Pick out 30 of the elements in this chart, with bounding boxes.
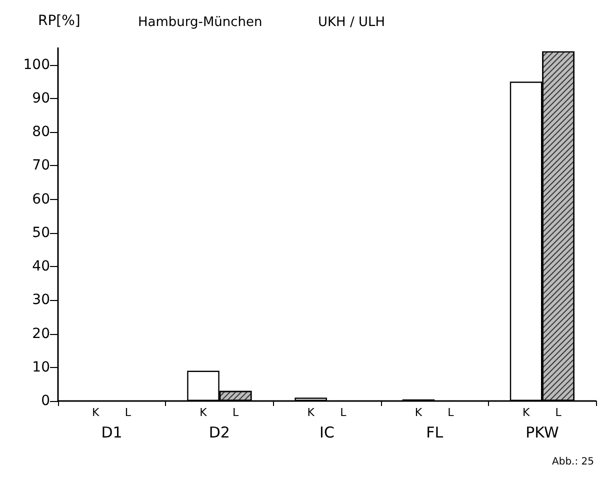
text: K (522, 406, 530, 419)
y-tick-label: 10 (32, 359, 50, 376)
y-tick-label: 100 (23, 56, 50, 73)
text: Abb.: 25 (552, 456, 594, 468)
chart-title: Hamburg-München (138, 15, 262, 30)
y-tick-label: 70 (32, 158, 50, 174)
y-tick-label: 80 (32, 124, 50, 140)
text: L (555, 406, 562, 419)
x-tick-label: FL (426, 424, 444, 442)
y-tick-label: 50 (32, 224, 50, 241)
y-tick-label: 30 (32, 292, 50, 308)
chart-subtitle: UKH / ULH (318, 15, 385, 30)
y-tick-label: 0 (41, 393, 50, 409)
series-label: L (232, 406, 240, 419)
x-tick-label: D1 (101, 424, 122, 442)
text: L (340, 406, 346, 419)
text: L (448, 406, 454, 419)
x-tick-label: D2 (208, 424, 230, 442)
y-tick-label: 40 (32, 258, 50, 275)
y-axis-title: RP[%] (38, 13, 80, 29)
series-label: K (200, 406, 208, 419)
y-tick-label: 20 (32, 326, 50, 342)
text: L (124, 406, 132, 419)
x-tick-label: IC (320, 424, 334, 442)
x-tick-label: PKW (526, 424, 559, 442)
y-tick-label: 90 (32, 90, 50, 106)
text: K (307, 406, 314, 419)
y-tick-label: 60 (32, 191, 50, 208)
text: K (92, 406, 100, 419)
text: K (414, 406, 422, 419)
